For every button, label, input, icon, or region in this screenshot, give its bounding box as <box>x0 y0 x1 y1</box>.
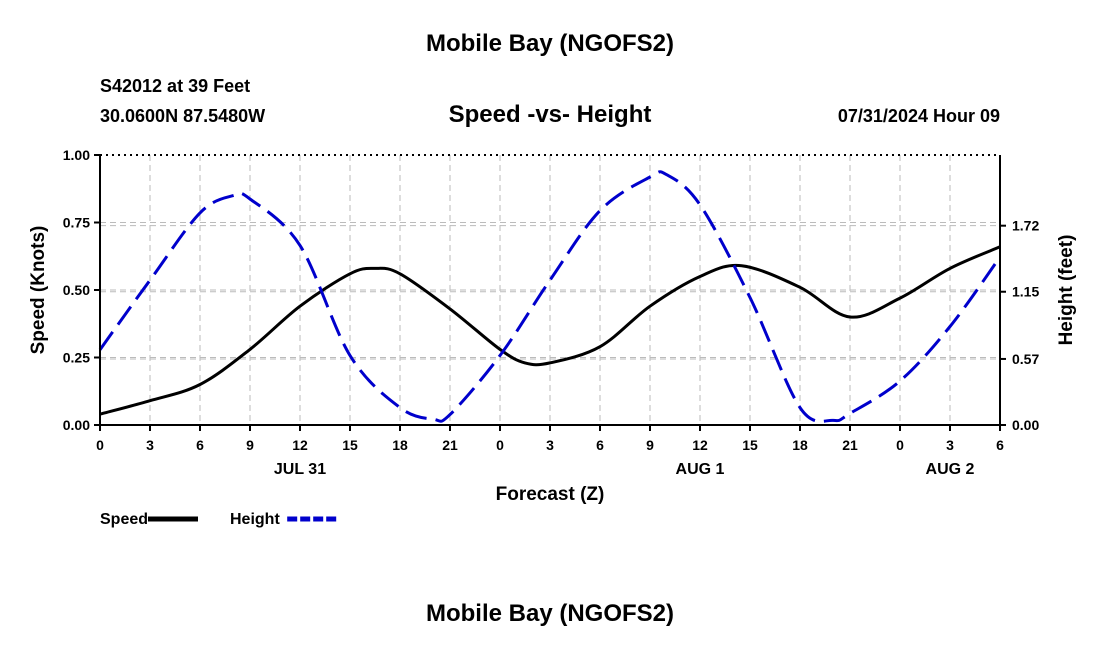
x-tick-label: 9 <box>646 437 654 453</box>
x-tick-label: 6 <box>596 437 604 453</box>
footer-title: Mobile Bay (NGOFS2) <box>425 600 675 627</box>
x-tick-label: 0 <box>96 437 104 453</box>
page-title: Mobile Bay (NGOFS2) <box>425 30 675 57</box>
date-label: AUG 1 <box>676 461 725 478</box>
y-tick-label-left: 1.00 <box>63 147 90 163</box>
y-tick-label-left: 0.50 <box>63 282 90 298</box>
speed-series-line <box>99 245 1001 416</box>
y-tick-label-left: 0.75 <box>63 215 90 231</box>
station-label: S42012 at 39 Feet <box>100 76 251 96</box>
x-tick-label: 0 <box>896 437 904 453</box>
station-coordinates: 30.0600N 87.5480W <box>100 106 266 126</box>
y-tick-label-left: 0.00 <box>63 417 90 433</box>
y-tick-label-right: 1.15 <box>1012 284 1039 300</box>
x-tick-label: 21 <box>442 437 458 453</box>
x-tick-label: 15 <box>342 437 358 453</box>
x-tick-label: 18 <box>792 437 808 453</box>
x-axis-title: Forecast (Z) <box>496 484 605 505</box>
x-tick-label: 18 <box>392 437 408 453</box>
x-tick-label: 21 <box>842 437 858 453</box>
y-tick-label-left: 0.25 <box>63 350 90 366</box>
date-label: JUL 31 <box>274 461 326 478</box>
x-tick-label: 3 <box>546 437 554 453</box>
height-series-line <box>98 170 1002 423</box>
date-label: AUG 2 <box>926 461 975 478</box>
y-axis-title-right: Height (feet) <box>1056 235 1077 346</box>
x-tick-label: 3 <box>946 437 954 453</box>
x-tick-label: 12 <box>692 437 708 453</box>
x-tick-label: 6 <box>196 437 204 453</box>
y-tick-label-right: 0.57 <box>1012 351 1039 367</box>
x-tick-label: 0 <box>496 437 504 453</box>
y-axis-title-left: Speed (Knots) <box>28 226 49 355</box>
legend-label-speed: Speed <box>100 511 148 528</box>
x-tick-label: 12 <box>292 437 308 453</box>
y-tick-label-right: 0.00 <box>1012 417 1039 433</box>
x-tick-label: 3 <box>146 437 154 453</box>
x-tick-label: 9 <box>246 437 254 453</box>
y-tick-label-right: 1.72 <box>1012 218 1039 234</box>
x-tick-label: 6 <box>996 437 1004 453</box>
forecast-run-time: 07/31/2024 Hour 09 <box>837 106 1000 126</box>
x-tick-label: 15 <box>742 437 758 453</box>
legend-label-height: Height <box>230 511 280 528</box>
chart-title: Speed -vs- Height <box>448 101 652 128</box>
